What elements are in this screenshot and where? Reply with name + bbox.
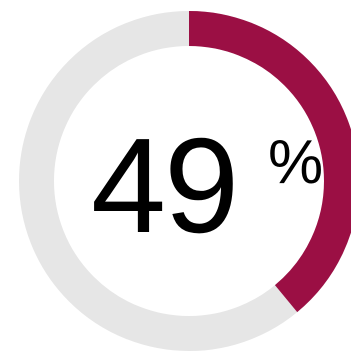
percent-sign: % [268,128,324,197]
progress-value: 49 [91,110,239,261]
progress-ring-fill [19,11,351,351]
